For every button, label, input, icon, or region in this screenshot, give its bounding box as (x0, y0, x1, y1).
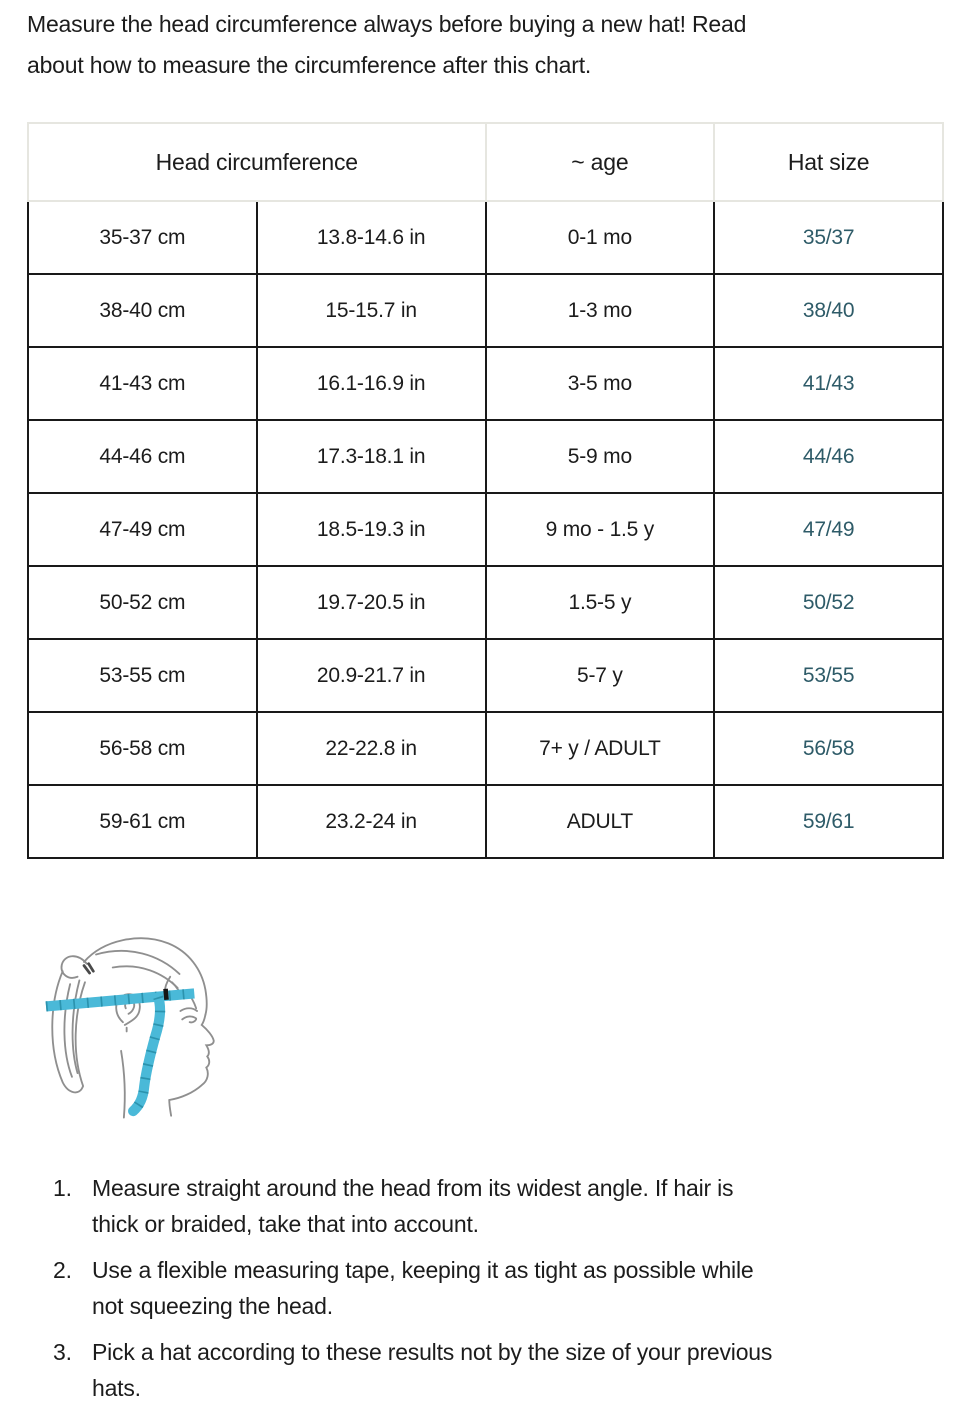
intro-line-2: about how to measure the circumference a… (27, 52, 592, 78)
hat-size-table: Head circumference ~ age Hat size 35-37 … (27, 122, 944, 859)
cell-in: 13.8-14.6 in (255, 200, 487, 275)
instruction-number: 1. (53, 1175, 72, 1201)
instruction-number: 2. (53, 1257, 72, 1283)
cell-hat-size: 59/61 (713, 784, 944, 859)
instructions-list: 1. Measure straight around the head from… (27, 1170, 941, 1406)
cell-in: 17.3-18.1 in (255, 419, 487, 494)
cell-in: 20.9-21.7 in (255, 638, 487, 713)
cell-cm: 59-61 cm (27, 784, 258, 859)
instruction-text: Measure straight around the head from it… (92, 1175, 734, 1237)
col-header-age: ~ age (484, 122, 716, 202)
col-header-hat-size: Hat size (713, 122, 944, 202)
instruction-text: Pick a hat according to these results no… (92, 1339, 773, 1401)
cell-in: 23.2-24 in (255, 784, 487, 859)
table-row: 41-43 cm 16.1-16.9 in 3-5 mo 41/43 (27, 346, 944, 421)
cell-age: 5-7 y (484, 638, 716, 713)
cell-age: 7+ y / ADULT (484, 711, 716, 786)
cell-age: ADULT (484, 784, 716, 859)
table-row: 38-40 cm 15-15.7 in 1-3 mo 38/40 (27, 273, 944, 348)
cell-hat-size: 56/58 (713, 711, 944, 786)
cell-age: 1-3 mo (484, 273, 716, 348)
instruction-item: 3. Pick a hat according to these results… (53, 1334, 941, 1406)
cell-hat-size: 50/52 (713, 565, 944, 640)
table-row: 59-61 cm 23.2-24 in ADULT 59/61 (27, 784, 944, 859)
cell-cm: 56-58 cm (27, 711, 258, 786)
col-header-head-circumference: Head circumference (27, 122, 487, 202)
table-row: 56-58 cm 22-22.8 in 7+ y / ADULT 56/58 (27, 711, 944, 786)
cell-hat-size: 53/55 (713, 638, 944, 713)
tape-zero-marker (163, 988, 169, 1001)
cell-cm: 41-43 cm (27, 346, 258, 421)
cell-in: 19.7-20.5 in (255, 565, 487, 640)
table-row: 44-46 cm 17.3-18.1 in 5-9 mo 44/46 (27, 419, 944, 494)
cell-in: 15-15.7 in (255, 273, 487, 348)
instruction-text: Use a flexible measuring tape, keeping i… (92, 1257, 754, 1319)
cell-age: 5-9 mo (484, 419, 716, 494)
cell-cm: 50-52 cm (27, 565, 258, 640)
cell-in: 22-22.8 in (255, 711, 487, 786)
cell-age: 0-1 mo (484, 200, 716, 275)
cell-age: 3-5 mo (484, 346, 716, 421)
table-row: 47-49 cm 18.5-19.3 in 9 mo - 1.5 y 47/49 (27, 492, 944, 567)
cell-hat-size: 41/43 (713, 346, 944, 421)
cell-hat-size: 38/40 (713, 273, 944, 348)
cell-cm: 44-46 cm (27, 419, 258, 494)
cell-hat-size: 44/46 (713, 419, 944, 494)
head-measuring-tape-illustration (45, 937, 215, 1119)
cell-cm: 47-49 cm (27, 492, 258, 567)
cell-cm: 38-40 cm (27, 273, 258, 348)
instruction-item: 2. Use a flexible measuring tape, keepin… (53, 1252, 941, 1324)
instruction-number: 3. (53, 1339, 72, 1365)
hair-tie (82, 962, 95, 975)
cell-in: 16.1-16.9 in (255, 346, 487, 421)
table-header-row: Head circumference ~ age Hat size (27, 122, 944, 202)
cell-hat-size: 35/37 (713, 200, 944, 275)
intro-line-1: Measure the head circumference always be… (27, 11, 747, 37)
table-row: 53-55 cm 20.9-21.7 in 5-7 y 53/55 (27, 638, 944, 713)
cell-cm: 35-37 cm (27, 200, 258, 275)
table-row: 35-37 cm 13.8-14.6 in 0-1 mo 35/37 (27, 200, 944, 275)
head-sketch (51, 937, 215, 1119)
cell-in: 18.5-19.3 in (255, 492, 487, 567)
cell-cm: 53-55 cm (27, 638, 258, 713)
cell-age: 9 mo - 1.5 y (484, 492, 716, 567)
measuring-tape (45, 988, 195, 1117)
table-row: 50-52 cm 19.7-20.5 in 1.5-5 y 50/52 (27, 565, 944, 640)
cell-age: 1.5-5 y (484, 565, 716, 640)
instruction-item: 1. Measure straight around the head from… (53, 1170, 941, 1242)
intro-text: Measure the head circumference always be… (27, 4, 941, 86)
cell-hat-size: 47/49 (713, 492, 944, 567)
